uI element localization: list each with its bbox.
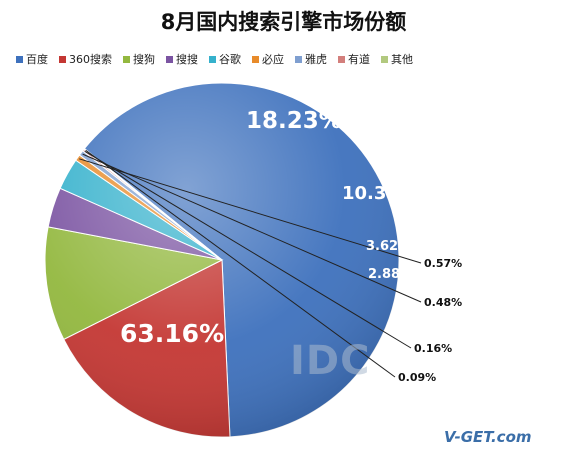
legend-item-5: 必应 [252, 51, 284, 67]
chart-title: 8月国内搜索引擎市场份额 [160, 10, 407, 34]
legend-swatch [16, 55, 23, 63]
legend-item-2: 搜狗 [123, 51, 155, 67]
legend-swatch [252, 55, 259, 63]
legend-swatch [209, 55, 216, 63]
legend-swatch [123, 55, 130, 63]
legend-swatch [166, 55, 173, 63]
legend-label: 360搜索 [69, 53, 112, 66]
pie-gloss [45, 83, 399, 437]
data-label-4: 2.88% [368, 267, 413, 282]
legend-swatch [59, 55, 66, 63]
legend-label: 其他 [391, 53, 413, 66]
watermark-brand: V-GET.com [444, 428, 532, 446]
legend-label: 百度 [26, 53, 48, 66]
watermark-idc: IDC [290, 338, 371, 384]
legend-item-6: 雅虎 [295, 51, 327, 67]
leader-line-5 [79, 158, 422, 264]
data-label-6: 0.48% [424, 296, 462, 309]
legend-swatch [295, 55, 302, 63]
data-label-0: 63.16% [120, 319, 224, 348]
legend-item-4: 谷歌 [209, 51, 241, 67]
legend-label: 必应 [262, 53, 284, 66]
leader-line-6 [82, 153, 422, 303]
legend-label: 搜搜 [176, 53, 198, 66]
data-label-7: 0.16% [414, 342, 452, 355]
legend-item-0: 百度 [16, 51, 48, 67]
legend-label: 谷歌 [219, 53, 241, 66]
data-label-3: 3.62% [366, 239, 411, 254]
legend-swatch [381, 55, 388, 63]
legend-item-7: 有道 [338, 51, 370, 67]
legend-label: 雅虎 [305, 53, 327, 66]
data-label-8: 0.09% [398, 371, 436, 384]
chart-legend: 百度 360搜索 搜狗 搜搜 谷歌 必应 雅虎 有道 其他 [16, 51, 556, 67]
legend-label: 有道 [348, 53, 370, 66]
leader-line-7 [84, 150, 412, 349]
legend-item-3: 搜搜 [166, 51, 198, 67]
data-label-1: 18.23% [246, 108, 342, 134]
leader-line-8 [85, 149, 396, 378]
legend-item-8: 其他 [381, 51, 413, 67]
legend-label: 搜狗 [133, 53, 155, 66]
data-label-5: 0.57% [424, 257, 462, 270]
legend-item-1: 360搜索 [59, 51, 112, 67]
legend-swatch [338, 55, 345, 63]
data-label-2: 10.35% [342, 183, 417, 204]
